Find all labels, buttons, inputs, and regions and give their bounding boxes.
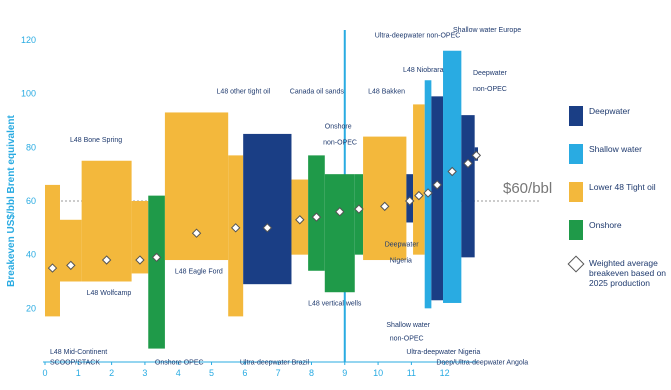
legend-swatch-tight-oil	[569, 182, 583, 202]
bar-annotation: L48 Wolfcamp	[87, 290, 132, 297]
weighted-average-marker	[47, 263, 58, 273]
legend-swatch-deepwater	[569, 106, 583, 126]
y-tick-label: 80	[26, 142, 36, 152]
x-tick-label: 6	[242, 368, 247, 378]
bar	[148, 195, 165, 349]
bar	[363, 136, 407, 261]
bar	[228, 155, 244, 317]
x-tick-label: 5	[209, 368, 214, 378]
weighted-average-marker	[66, 260, 76, 271]
x-tick-label: 1	[76, 368, 81, 378]
x-tick-label: 12	[440, 368, 450, 378]
weighted-average-marker	[101, 255, 112, 265]
bar	[131, 201, 149, 274]
bar-annotation: L48 Bone Spring	[70, 137, 122, 144]
x-tick-label: 2	[109, 368, 114, 378]
bar-annotation: Deepwater	[473, 70, 508, 77]
bar	[243, 133, 292, 285]
x-tick-label: 3	[142, 368, 147, 378]
bar-annotation: Ultra-deepwater Brazil	[240, 360, 310, 367]
bar-annotation: L48 Bakken	[368, 89, 405, 96]
legend-swatch-onshore	[569, 220, 583, 240]
bar-annotation: Onshore	[325, 124, 352, 131]
weighted-average-marker	[135, 255, 145, 265]
bar	[413, 104, 425, 255]
legend-item-shallow-water: Shallow water	[567, 138, 671, 172]
bar	[45, 184, 60, 317]
bar-annotation: L48 Eagle Ford	[175, 268, 223, 275]
chart-legend: Deepwater Shallow water Lower 48 Tight o…	[567, 100, 671, 300]
legend-label-shallow-water: Shallow water	[589, 144, 642, 154]
y-tick-label: 40	[26, 250, 36, 260]
bar-annotation: L48 Niobrara	[403, 67, 444, 74]
weighted-average-marker	[423, 188, 433, 198]
legend-item-deepwater: Deepwater	[567, 100, 671, 134]
bar-annotation: Shallow water	[386, 322, 430, 329]
legend-label-tight-oil: Lower 48 Tight oil	[589, 182, 656, 192]
bar	[354, 174, 364, 255]
x-tick-label: 9	[342, 368, 347, 378]
legend-item-tight-oil: Lower 48 Tight oil	[567, 176, 671, 210]
weighted-average-marker	[432, 180, 442, 190]
reference-line-label: $60/bbl	[503, 180, 552, 197]
bar-annotation: L48 other tight oil	[217, 89, 271, 96]
bar-annotation: L48 vertical wells	[308, 301, 362, 308]
x-tick-label: 0	[42, 368, 47, 378]
bar	[59, 219, 82, 282]
x-tick-label: 7	[276, 368, 281, 378]
x-tick-label: 8	[309, 368, 314, 378]
bar-annotation: Nigeria	[390, 258, 412, 265]
weighted-average-marker	[405, 196, 415, 206]
y-tick-label: 60	[26, 196, 36, 206]
chart-markers	[47, 150, 482, 273]
y-tick-label: 120	[21, 35, 36, 45]
bar	[431, 96, 444, 301]
weighted-average-marker	[230, 223, 241, 233]
legend-label-deepwater: Deepwater	[589, 106, 631, 116]
bar-annotation: Shallow water Europe	[453, 27, 521, 34]
x-tick-label: 11	[407, 368, 416, 378]
x-tick-label: 10	[373, 368, 383, 378]
bar	[461, 115, 475, 258]
legend-item-onshore: Onshore	[567, 214, 671, 248]
weighted-average-marker	[380, 201, 390, 212]
bar-annotation: Canada oil sands	[290, 89, 345, 96]
weighted-average-marker	[335, 207, 345, 217]
bar-annotation: non-OPEC	[323, 140, 357, 147]
bar-annotation: Ultra-deepwater non-OPEC	[375, 32, 461, 39]
legend-item-weighted-average: Weighted average breakeven based on 2025…	[567, 252, 671, 296]
chart-annotations: L48 Mid-Continent SCOOP/STACK L48 Bone Spr…	[50, 27, 528, 367]
weighted-average-marker	[191, 228, 202, 238]
weighted-average-marker	[354, 204, 364, 214]
legend-label-onshore: Onshore	[589, 220, 622, 230]
bar	[324, 174, 355, 293]
weighted-average-marker	[262, 223, 273, 233]
weighted-average-marker	[447, 166, 457, 177]
bar-annotation: non-OPEC	[390, 336, 424, 343]
weighted-average-marker	[471, 150, 482, 161]
y-axis-title: Breakeven US$/bbl Brent equivalent	[6, 114, 17, 286]
weighted-average-marker	[311, 212, 322, 222]
legend-swatch-shallow-water	[569, 144, 583, 164]
weighted-average-marker	[295, 215, 305, 225]
bar-annotation: L48 Mid-Continent	[50, 349, 107, 356]
x-tick-label: 4	[176, 368, 181, 378]
legend-label-weighted-average: Weighted average breakeven based on 2025…	[589, 258, 667, 288]
bar	[443, 50, 462, 303]
bar-annotation: Ultra-deepwater Nigeria	[406, 349, 480, 356]
weighted-average-marker	[151, 252, 162, 263]
bar-annotation: Onshore OPEC	[155, 360, 204, 367]
weighted-average-marker	[463, 158, 473, 169]
bar-annotation: SCOOP/STACK	[50, 360, 100, 367]
y-tick-label: 100	[21, 89, 36, 99]
diamond-icon	[567, 255, 585, 273]
y-tick-label: 20	[26, 303, 36, 313]
bar-annotation: Deepwater	[385, 242, 420, 249]
weighted-average-marker	[414, 190, 424, 201]
bar-annotation: Deep/Ultra-deepwater Angola	[436, 360, 528, 367]
bar-annotation: non-OPEC	[473, 86, 507, 93]
